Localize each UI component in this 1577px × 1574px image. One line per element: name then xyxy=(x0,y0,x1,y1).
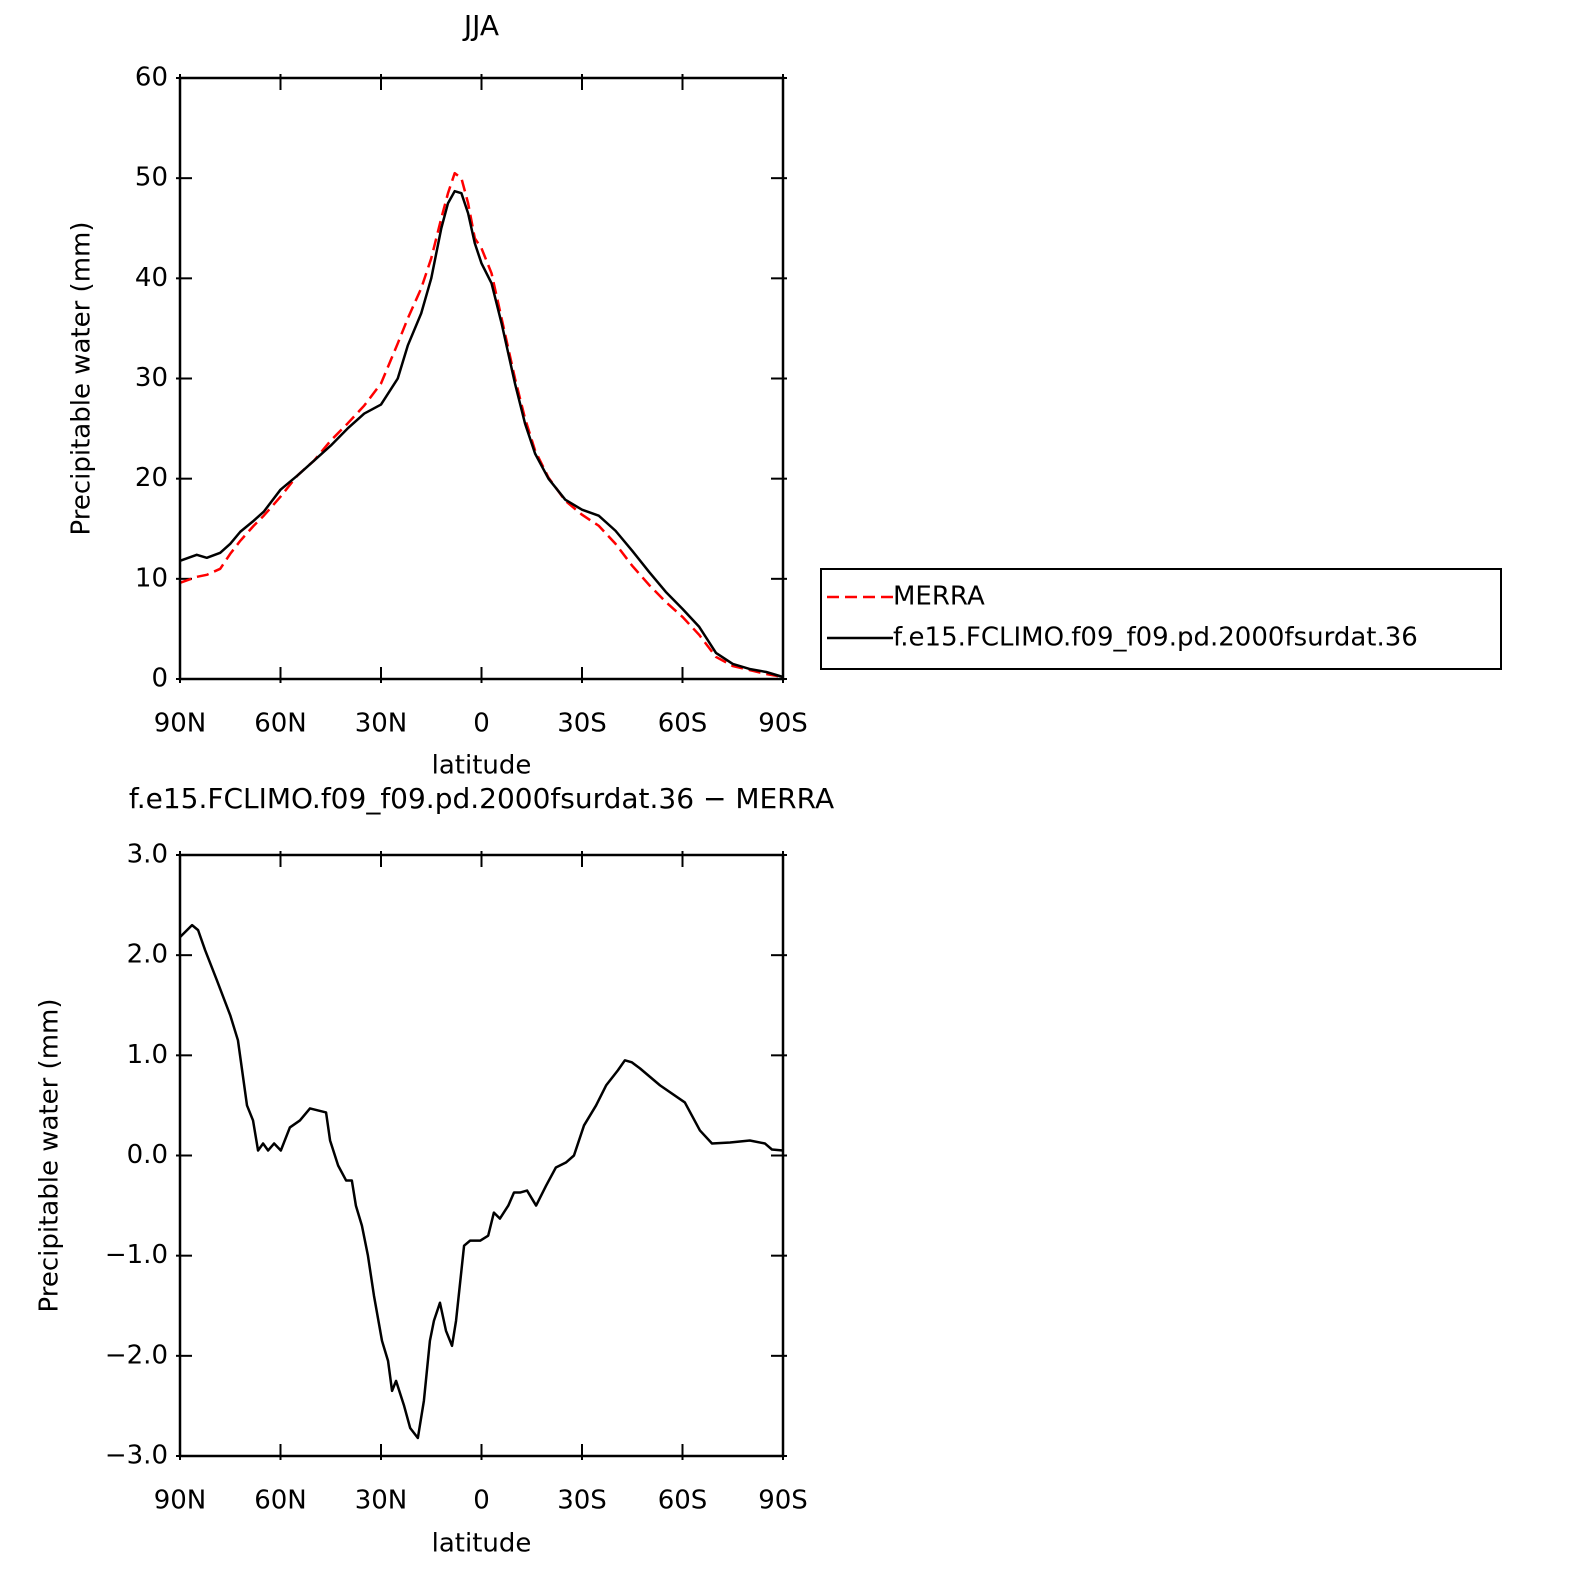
y-tick-label: 0.0 xyxy=(127,1140,168,1170)
x-tick-label: 60S xyxy=(658,709,708,739)
x-tick-label: 90S xyxy=(758,1486,808,1516)
x-tick-label: 30S xyxy=(557,709,607,739)
legend-label: MERRA xyxy=(893,582,985,612)
legend-box xyxy=(820,568,1502,670)
y-tick-label: 10 xyxy=(135,563,168,593)
x-tick-label: 60N xyxy=(254,709,307,739)
x-axis-label: latitude xyxy=(432,751,532,781)
x-tick-label: 0 xyxy=(473,709,490,739)
x-tick-label: 60N xyxy=(254,1486,307,1516)
y-tick-label: −2.0 xyxy=(105,1340,168,1370)
y-tick-label: −3.0 xyxy=(105,1441,168,1471)
chart-title: f.e15.FCLIMO.f09_f09.pd.2000fsurdat.36 −… xyxy=(129,782,834,815)
legend-label: f.e15.FCLIMO.f09_f09.pd.2000fsurdat.36 xyxy=(893,623,1418,653)
y-tick-label: 0 xyxy=(151,664,168,694)
data-line xyxy=(179,189,784,679)
chart-title: JJA xyxy=(462,9,499,42)
y-axis-label: Precipitable water (mm) xyxy=(67,222,97,536)
x-tick-label: 90S xyxy=(758,709,808,739)
y-tick-label: 30 xyxy=(135,363,168,393)
y-tick-label: −1.0 xyxy=(105,1240,168,1270)
y-tick-label: 40 xyxy=(135,263,168,293)
x-tick-label: 30N xyxy=(355,709,408,739)
x-axis-label: latitude xyxy=(432,1529,532,1559)
plot-frame xyxy=(178,76,785,681)
x-tick-label: 30S xyxy=(557,1486,607,1516)
x-tick-label: 0 xyxy=(473,1486,490,1516)
x-tick-label: 30N xyxy=(355,1486,408,1516)
x-tick-label: 60S xyxy=(658,1486,708,1516)
y-tick-label: 20 xyxy=(135,463,168,493)
y-tick-label: 1.0 xyxy=(127,1040,168,1070)
y-tick-label: 60 xyxy=(135,63,168,93)
y-tick-label: 50 xyxy=(135,163,168,193)
y-tick-label: 3.0 xyxy=(127,840,168,870)
x-tick-label: 90N xyxy=(154,709,207,739)
plot-frame xyxy=(178,853,785,1458)
x-tick-label: 90N xyxy=(154,1486,207,1516)
y-tick-label: 2.0 xyxy=(127,940,168,970)
y-axis-label: Precipitable water (mm) xyxy=(35,999,65,1313)
data-line xyxy=(179,171,784,679)
data-line xyxy=(179,923,784,1440)
